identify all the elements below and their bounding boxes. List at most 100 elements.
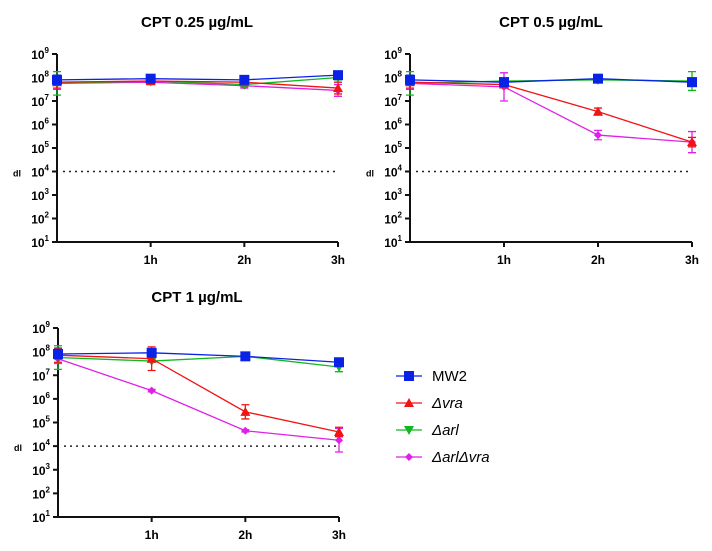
y-tick-label: 102 <box>32 485 50 501</box>
y-tick-base: 10 <box>31 95 45 109</box>
legend-marker <box>404 426 414 435</box>
y-tick-label: 105 <box>32 415 50 431</box>
series-line <box>57 355 340 368</box>
y-tick-base: 10 <box>31 189 45 203</box>
y-tick-base: 10 <box>31 236 45 250</box>
y-tick-base: 10 <box>32 322 46 336</box>
y-tick-exponent: 7 <box>45 93 50 102</box>
y-tick-base: 10 <box>384 166 398 180</box>
chart-title: CPT 0.25 µg/mL <box>141 14 253 31</box>
x-tick-label: 2h <box>238 528 252 542</box>
detection-limit-label: dl <box>13 169 21 179</box>
x-tick-label: 1h <box>145 528 159 542</box>
data-point <box>335 436 343 445</box>
data-point <box>333 83 343 93</box>
x-tick-label: 3h <box>685 253 699 267</box>
y-tick-label: 103 <box>31 187 49 203</box>
y-tick-label: 109 <box>384 46 402 62</box>
chart-panel-3: CPT 1 µg/mL1011021031041051061071081091h… <box>14 289 346 542</box>
legend-marker <box>404 371 414 381</box>
chart-title: CPT 0.5 µg/mL <box>499 14 603 31</box>
y-tick-exponent: 5 <box>45 140 50 149</box>
y-tick-exponent: 6 <box>398 117 403 126</box>
data-point <box>146 347 157 358</box>
legend-marker <box>404 398 414 407</box>
x-tick-label: 2h <box>237 253 251 267</box>
series-line <box>57 352 340 363</box>
series-Δarl <box>53 345 344 373</box>
y-tick-exponent: 9 <box>46 320 51 329</box>
y-tick-base: 10 <box>31 166 45 180</box>
x-tick-label: 1h <box>497 253 511 267</box>
y-tick-base: 10 <box>384 213 398 227</box>
legend-marker <box>405 453 413 461</box>
series-MW2 <box>53 347 344 368</box>
legend-label: Δvra <box>431 395 463 412</box>
y-tick-exponent: 7 <box>46 367 51 376</box>
y-tick-label: 105 <box>31 140 49 156</box>
y-tick-base: 10 <box>384 236 398 250</box>
y-tick-exponent: 6 <box>45 117 50 126</box>
series-line <box>57 354 340 433</box>
data-point <box>147 386 156 395</box>
legend-label: Δarl <box>431 422 459 439</box>
y-tick-exponent: 7 <box>398 93 403 102</box>
y-tick-base: 10 <box>31 48 45 62</box>
y-tick-exponent: 1 <box>45 234 50 243</box>
y-tick-label: 108 <box>384 70 402 86</box>
legend-label: MW2 <box>432 368 467 385</box>
y-tick-label: 101 <box>31 234 49 250</box>
y-tick-label: 106 <box>31 117 49 133</box>
legend-label: ΔarlΔvra <box>431 449 490 466</box>
y-tick-label: 104 <box>31 164 49 180</box>
y-tick-exponent: 6 <box>46 391 51 400</box>
y-tick-exponent: 5 <box>398 140 403 149</box>
y-tick-exponent: 3 <box>398 187 403 196</box>
data-point <box>145 73 156 84</box>
chart-panel-1: CPT 0.25 µg/mL10110210310410510610710810… <box>13 14 345 267</box>
data-point <box>53 348 63 359</box>
series-line <box>56 74 339 81</box>
data-point <box>146 353 157 363</box>
y-tick-exponent: 4 <box>46 438 51 447</box>
y-tick-label: 102 <box>31 211 49 227</box>
data-point <box>240 351 251 362</box>
series-ΔarlΔvra <box>54 353 343 453</box>
y-tick-label: 109 <box>31 46 49 62</box>
y-tick-base: 10 <box>384 72 398 86</box>
series-line <box>56 80 339 89</box>
y-tick-label: 103 <box>32 462 50 478</box>
y-tick-exponent: 4 <box>398 164 403 173</box>
y-tick-label: 107 <box>384 93 402 109</box>
y-tick-base: 10 <box>31 142 45 156</box>
detection-limit-label: dl <box>366 169 374 179</box>
data-point <box>334 357 344 368</box>
y-tick-label: 108 <box>31 70 49 86</box>
series-Δvra <box>53 346 344 438</box>
data-point <box>52 74 62 85</box>
y-tick-exponent: 5 <box>46 415 51 424</box>
data-point <box>334 426 344 436</box>
y-tick-base: 10 <box>31 119 45 133</box>
y-tick-label: 108 <box>32 344 50 360</box>
y-tick-exponent: 3 <box>46 462 51 471</box>
series-MW2 <box>405 73 697 88</box>
y-tick-base: 10 <box>32 440 46 454</box>
y-tick-label: 109 <box>32 320 50 336</box>
data-point <box>687 77 697 88</box>
y-tick-base: 10 <box>32 369 46 383</box>
y-tick-label: 105 <box>384 140 402 156</box>
y-tick-base: 10 <box>32 464 46 478</box>
series-line <box>409 78 693 83</box>
data-point <box>239 74 250 85</box>
data-point <box>593 106 603 116</box>
x-tick-label: 1h <box>144 253 158 267</box>
y-tick-base: 10 <box>32 393 46 407</box>
data-point <box>241 426 250 435</box>
series-MW2 <box>52 70 343 86</box>
y-tick-base: 10 <box>384 119 398 133</box>
y-tick-base: 10 <box>384 142 398 156</box>
series-line <box>409 82 693 143</box>
chart-title: CPT 1 µg/mL <box>151 289 242 306</box>
data-point <box>333 70 343 81</box>
